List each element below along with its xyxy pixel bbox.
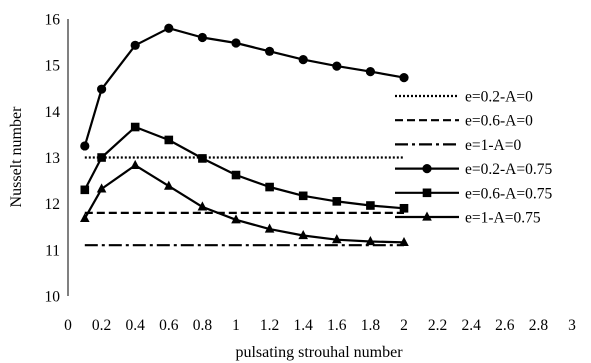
series-5-point — [80, 185, 90, 195]
series-5-point — [366, 201, 375, 210]
series-4-point — [164, 23, 174, 33]
y-tick-label: 16 — [45, 12, 61, 29]
x-tick-label: 2.4 — [462, 317, 482, 334]
legend-marker-6 — [422, 211, 432, 221]
plot-markers — [80, 23, 409, 247]
series-4-point — [365, 67, 375, 77]
series-5-point — [265, 182, 274, 192]
legend-label-3: e=1-A=0 — [465, 137, 521, 154]
legend-marker-5 — [422, 188, 432, 198]
series-6-point — [231, 214, 241, 224]
x-tick-label: 0.4 — [126, 317, 146, 334]
axes: 10 11 12 13 14 15 16 0 0.2 0.4 0.6 0.8 1 1.2 1.4 1.6 1.8… — [45, 12, 577, 335]
legend-label-5: e=0.6-A=0.75 — [465, 185, 552, 202]
y-tick-label: 14 — [45, 104, 61, 121]
series-5-point — [399, 203, 409, 213]
x-axis-title: pulsating strouhal number — [235, 344, 403, 361]
x-tick-label: 1.6 — [327, 317, 347, 334]
legend-marker-4 — [422, 164, 432, 174]
legend-label-6: e=1-A=0.75 — [465, 210, 541, 227]
series-4-point — [130, 40, 140, 50]
series-6-point — [197, 201, 208, 211]
y-tick-label: 12 — [45, 196, 61, 213]
y-tick-label: 13 — [45, 150, 61, 167]
series-5-point — [198, 154, 207, 163]
x-tick-label: 0.8 — [193, 317, 213, 334]
series-6-point — [130, 159, 140, 169]
legend-label-4: e=0.2-A=0.75 — [465, 161, 552, 178]
series-4-point — [80, 141, 90, 151]
x-tick-label: 2 — [400, 317, 408, 334]
legend-label-1: e=0.2-A=0 — [465, 89, 533, 106]
x-tick-label: 2.2 — [428, 317, 447, 334]
y-tick-label: 10 — [45, 289, 61, 306]
y-tick-label: 11 — [45, 242, 60, 259]
series-4-point — [231, 38, 241, 48]
series-5-point — [130, 122, 140, 132]
series-4-point — [97, 84, 107, 94]
series-4-point — [197, 32, 207, 43]
x-tick-label: 0.6 — [159, 317, 179, 334]
series-4-point — [265, 46, 275, 56]
series-6-point — [164, 180, 174, 190]
series-5-point — [164, 135, 174, 145]
series-6-point — [80, 212, 90, 223]
series-5-point — [97, 153, 106, 162]
x-tick-label: 1 — [232, 317, 240, 334]
x-tick-label: 2.8 — [529, 317, 549, 334]
y-tick-label: 15 — [45, 58, 61, 75]
series-5-point — [332, 197, 342, 206]
series-4-point — [298, 55, 308, 65]
x-tick-label: 3 — [568, 317, 576, 334]
plot-area — [83, 27, 405, 247]
series-6-point — [298, 230, 308, 240]
series-5-point — [231, 170, 241, 180]
x-tick-label: 0.2 — [92, 317, 111, 334]
legend: e=0.2-A=0 e=0.6-A=0 e=1-A=0 e=0.2-A=0.75 e=0… — [395, 89, 552, 227]
series-4-point — [332, 61, 342, 71]
series-5-point — [298, 191, 308, 201]
x-tick-label: 1.2 — [260, 317, 279, 334]
series-4-point — [399, 73, 409, 83]
series-6-point — [264, 223, 275, 233]
series-6-point — [399, 236, 409, 247]
series-6-point — [332, 234, 342, 244]
series-6-point — [365, 236, 376, 246]
x-tick-label: 1.4 — [294, 317, 314, 334]
x-tick-label: 0 — [64, 317, 72, 334]
x-tick-label: 2.6 — [495, 317, 515, 334]
series-6-point — [96, 183, 107, 193]
y-axis-title: Nusselt number — [8, 106, 25, 208]
legend-label-2: e=0.6-A=0 — [465, 113, 533, 130]
x-tick-label: 1.8 — [361, 317, 381, 334]
